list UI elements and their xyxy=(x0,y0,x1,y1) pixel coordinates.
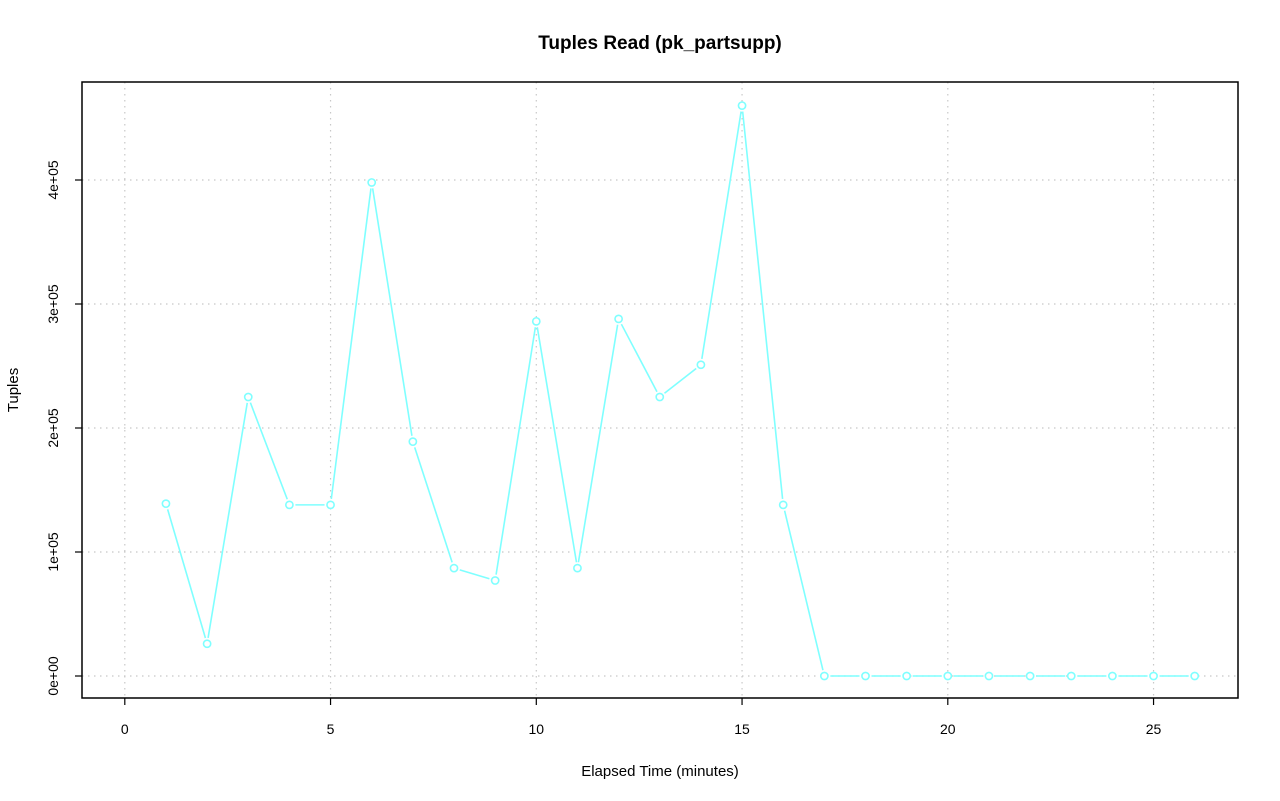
y-tick-label: 4e+05 xyxy=(45,160,61,200)
data-point xyxy=(819,671,829,681)
data-point xyxy=(778,500,788,510)
data-point xyxy=(202,639,212,649)
data-point xyxy=(449,563,459,573)
series-segment xyxy=(620,323,658,393)
series-segment xyxy=(577,324,619,563)
series-segment xyxy=(701,111,742,359)
data-point xyxy=(1025,671,1035,681)
data-point xyxy=(573,563,582,573)
data-point xyxy=(943,671,953,681)
series-segment xyxy=(249,402,289,500)
series xyxy=(161,101,1200,681)
y-tick-label: 3e+05 xyxy=(45,284,61,324)
data-point xyxy=(902,671,912,681)
x-tick-label: 20 xyxy=(940,721,956,737)
series-segment xyxy=(371,188,413,436)
plot-frame xyxy=(81,81,1239,699)
data-point xyxy=(984,671,994,681)
grid xyxy=(82,82,1238,698)
data-point xyxy=(243,392,253,402)
data-point xyxy=(284,500,294,510)
y-tick-label: 2e+05 xyxy=(45,408,61,448)
data-point xyxy=(655,392,665,402)
series-segment xyxy=(663,367,697,394)
chart-title: Tuples Read (pk_partsupp) xyxy=(538,33,782,54)
series-group xyxy=(161,101,1200,681)
series-segment xyxy=(207,402,249,638)
data-point xyxy=(408,437,418,447)
series-segment xyxy=(783,510,824,671)
series-segment xyxy=(166,509,207,639)
data-point xyxy=(1149,671,1158,681)
data-point xyxy=(614,314,623,324)
x-tick-label: 15 xyxy=(734,721,750,737)
series-segment xyxy=(330,188,372,500)
data-point xyxy=(1066,671,1076,681)
data-point xyxy=(490,576,500,585)
series-segment xyxy=(536,327,578,563)
data-point xyxy=(1190,671,1200,681)
data-point xyxy=(1108,671,1117,681)
x-tick-label: 5 xyxy=(327,721,335,737)
data-point xyxy=(531,316,541,326)
series-segment xyxy=(413,447,453,563)
y-tick-label: 0e+00 xyxy=(45,656,61,696)
data-point xyxy=(696,360,706,370)
series-segment xyxy=(459,569,490,580)
series-segment xyxy=(741,111,784,499)
series-segment xyxy=(495,327,537,575)
x-axis-label: Elapsed Time (minutes) xyxy=(581,763,739,780)
x-tick-label: 0 xyxy=(121,721,129,737)
y-tick-label: 1e+05 xyxy=(45,532,61,572)
data-point xyxy=(737,101,747,110)
data-point xyxy=(161,499,171,509)
data-point xyxy=(861,671,870,681)
data-point xyxy=(367,178,377,187)
y-axis-label: Tuples xyxy=(5,368,22,412)
axes: 0 5 10 15 20 25 0e+00 1e+05 2e+05 3e+05 4e+05 xyxy=(45,160,1162,737)
x-tick-label: 25 xyxy=(1146,721,1162,737)
x-tick-label: 10 xyxy=(529,721,545,737)
data-point xyxy=(326,500,335,510)
